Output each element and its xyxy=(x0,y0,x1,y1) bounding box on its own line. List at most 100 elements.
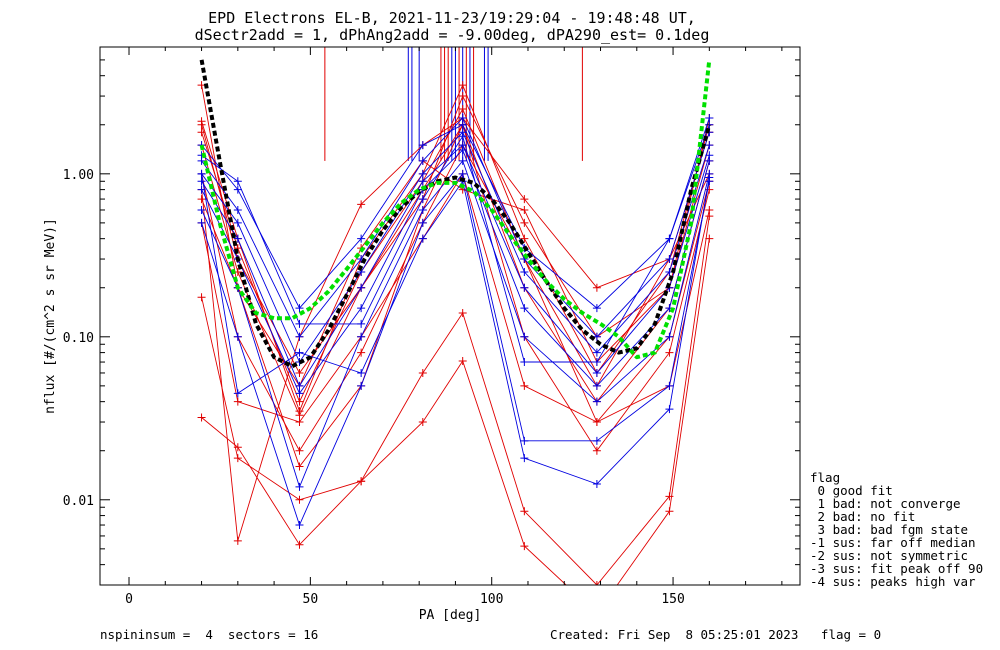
legend-item-good-fit: 0 good fit xyxy=(810,483,893,498)
data-point-15-7 xyxy=(592,381,601,390)
data-point-16-0 xyxy=(197,205,206,214)
legend-item-far-off-median: -1 sus: far off median xyxy=(810,535,976,550)
data-point-17-3 xyxy=(357,381,366,390)
series-line-13 xyxy=(201,131,710,363)
data-point-2-0 xyxy=(197,117,206,126)
data-point-1-5 xyxy=(458,104,467,113)
data-point-15-3 xyxy=(357,304,366,313)
data-point-11-2 xyxy=(295,304,304,313)
series-line-16 xyxy=(201,159,710,489)
data-point-14-7 xyxy=(592,368,601,377)
y-tick-label: 0.10 xyxy=(63,331,94,346)
x-tick-label: 150 xyxy=(661,592,684,607)
data-point-16-6 xyxy=(520,332,529,341)
data-point-18-2 xyxy=(295,348,304,357)
data-point-6-7 xyxy=(592,446,601,455)
data-point-9-3 xyxy=(357,477,366,486)
data-point-17-5 xyxy=(458,169,467,178)
data-point-14-6 xyxy=(520,283,529,292)
data-point-17-1 xyxy=(233,332,242,341)
data-point-11-7 xyxy=(592,304,601,313)
data-point-19-3 xyxy=(357,319,366,328)
data-point-15-9 xyxy=(705,156,714,165)
data-point-15-2 xyxy=(295,389,304,398)
data-point-13-9 xyxy=(705,141,714,150)
data-point-17-6 xyxy=(520,436,529,445)
data-point-6-0 xyxy=(197,195,206,204)
data-point-18-6 xyxy=(520,454,529,463)
data-point-18-7 xyxy=(592,479,601,488)
series-line-4 xyxy=(201,85,710,387)
data-point-2-6 xyxy=(520,234,529,243)
data-point-17-2 xyxy=(295,521,304,530)
data-point-8-7 xyxy=(592,581,601,585)
data-point-6-8 xyxy=(665,348,674,357)
data-point-17-7 xyxy=(592,436,601,445)
data-point-13-1 xyxy=(233,218,242,227)
data-point-9-4 xyxy=(418,418,427,427)
data-point-4-6 xyxy=(520,205,529,214)
data-point-9-8 xyxy=(665,507,674,516)
data-point-9-1 xyxy=(233,443,242,452)
data-point-2-5 xyxy=(458,81,467,90)
data-point-11-1 xyxy=(233,185,242,194)
data-point-15-6 xyxy=(520,304,529,313)
data-point-14-0 xyxy=(197,177,206,186)
data-point-7-2 xyxy=(295,418,304,427)
series-line-7 xyxy=(201,172,710,423)
y-axis-label: nflux [#/(cm^2 s sr MeV)] xyxy=(43,218,58,414)
data-point-6-2 xyxy=(295,462,304,471)
data-point-11-3 xyxy=(357,234,366,243)
data-point-15-5 xyxy=(458,146,467,155)
data-point-16-8 xyxy=(665,332,674,341)
data-point-11-9 xyxy=(705,114,714,123)
data-point-0-6 xyxy=(520,218,529,227)
data-point-18-8 xyxy=(665,405,674,414)
data-point-19-8 xyxy=(665,234,674,243)
data-point-14-3 xyxy=(357,283,366,292)
data-point-7-1 xyxy=(233,397,242,406)
data-point-9-0 xyxy=(197,413,206,422)
data-point-10-6 xyxy=(520,195,529,204)
series-line-17 xyxy=(201,172,710,527)
footer-right: Created: Fri Sep 8 05:25:01 2023 flag = … xyxy=(550,627,881,642)
data-point-19-9 xyxy=(705,120,714,129)
series-line-9 xyxy=(201,238,710,585)
series-line-14 xyxy=(201,144,710,387)
data-point-18-3 xyxy=(357,368,366,377)
legend-item-bad-fgm: 3 bad: bad fgm state xyxy=(810,522,968,537)
x-tick-label: 50 xyxy=(303,592,319,607)
data-point-8-1 xyxy=(233,454,242,463)
data-point-5-3 xyxy=(357,348,366,357)
x-tick-label: 0 xyxy=(125,592,133,607)
data-point-19-7 xyxy=(592,358,601,367)
series-line-18 xyxy=(201,173,710,485)
data-point-14-1 xyxy=(233,234,242,243)
data-point-9-5 xyxy=(458,357,467,366)
y-tick-label: 0.01 xyxy=(63,494,94,509)
data-point-7-6 xyxy=(520,381,529,390)
data-point-0-5 xyxy=(458,92,467,101)
footer-left: nspininsum = 4 sectors = 16 xyxy=(100,627,318,642)
title-line-2: dSectr2add = 1, dPhAng2add = -9.00deg, d… xyxy=(195,26,710,44)
series-line-8 xyxy=(201,216,710,585)
x-tick-label: 100 xyxy=(480,592,503,607)
data-point-1-2 xyxy=(295,397,304,406)
data-point-13-6 xyxy=(520,267,529,276)
legend-item-not-converge: 1 bad: not converge xyxy=(810,496,961,511)
legend-item-peaks-high-var: -4 sus: peaks high var xyxy=(810,574,976,589)
data-point-18-9 xyxy=(705,173,714,182)
data-point-14-4 xyxy=(418,177,427,186)
data-point-17-0 xyxy=(197,218,206,227)
series-line-11 xyxy=(201,117,710,309)
data-point-13-4 xyxy=(418,169,427,178)
data-point-8-2 xyxy=(295,495,304,504)
fit-curve-1 xyxy=(199,59,712,360)
tick-layer: 0 50 100 150 0.01 0.10 1.00 xyxy=(63,46,800,607)
data-point-6-9 xyxy=(705,185,714,194)
data-point-9-9 xyxy=(705,234,714,243)
data-point-16-7 xyxy=(592,397,601,406)
series-line-12 xyxy=(201,117,710,338)
data-point-18-1 xyxy=(233,389,242,398)
